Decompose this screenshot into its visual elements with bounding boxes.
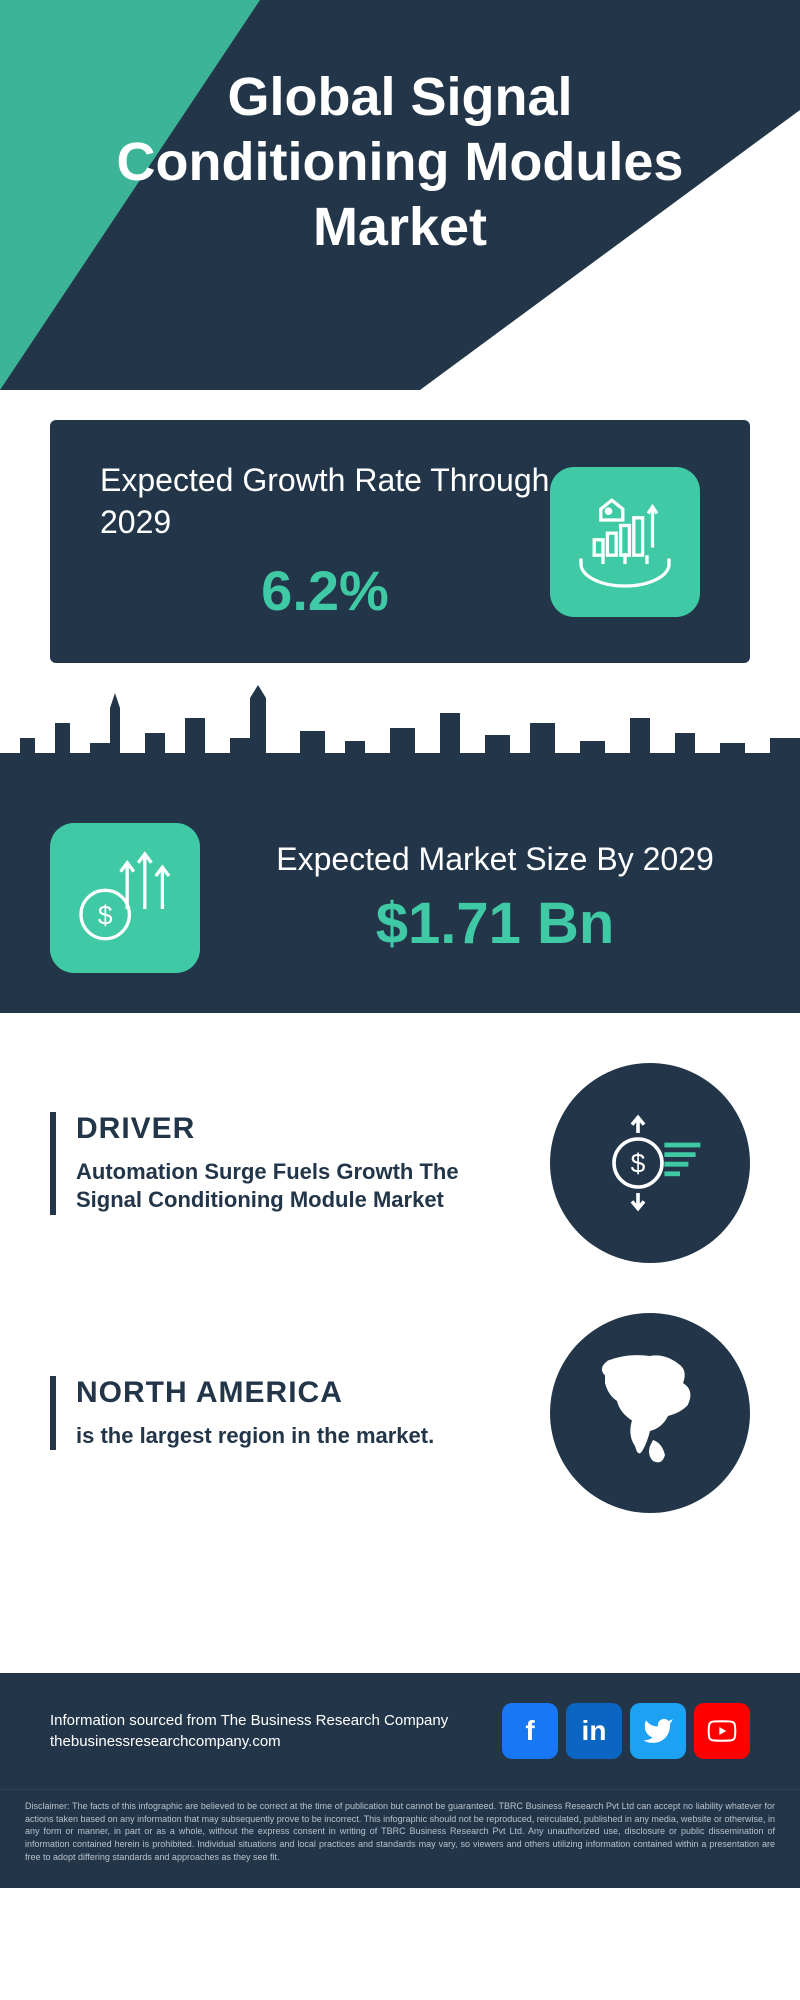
- footer-section: Information sourced from The Business Re…: [0, 1673, 800, 1789]
- region-text-block: NORTH AMERICA is the largest region in t…: [50, 1376, 520, 1451]
- market-label: Expected Market Size By 2029: [240, 839, 750, 881]
- region-row: NORTH AMERICA is the largest region in t…: [50, 1313, 750, 1513]
- region-circle-icon: [550, 1313, 750, 1513]
- youtube-icon[interactable]: [694, 1703, 750, 1759]
- infographic-container: Global Signal Conditioning Modules Marke…: [0, 0, 800, 1888]
- skyline-silhouette: [0, 683, 800, 813]
- growth-card: Expected Growth Rate Through 2029 6.2%: [50, 420, 750, 663]
- growth-label: Expected Growth Rate Through 2029: [100, 460, 550, 543]
- footer-source-line: Information sourced from The Business Re…: [50, 1710, 448, 1731]
- driver-row: DRIVER Automation Surge Fuels Growth The…: [50, 1063, 750, 1263]
- svg-text:$: $: [631, 1149, 646, 1179]
- region-heading: NORTH AMERICA: [76, 1376, 520, 1410]
- skyline-section: [0, 663, 800, 818]
- growth-value: 6.2%: [100, 558, 550, 623]
- growth-chart-icon: [550, 467, 700, 617]
- market-value: $1.71 Bn: [240, 890, 750, 957]
- facebook-icon[interactable]: f: [502, 1703, 558, 1759]
- footer-text-block: Information sourced from The Business Re…: [50, 1710, 448, 1752]
- driver-body: Automation Surge Fuels Growth The Signal…: [76, 1158, 520, 1215]
- info-section: DRIVER Automation Surge Fuels Growth The…: [0, 1013, 800, 1613]
- growth-section: Expected Growth Rate Through 2029 6.2%: [0, 390, 800, 663]
- driver-heading: DRIVER: [76, 1112, 520, 1146]
- svg-text:$: $: [98, 901, 113, 931]
- driver-circle-icon: $: [550, 1063, 750, 1263]
- market-size-section: $ Expected Market Size By 2029 $1.71 Bn: [0, 813, 800, 1013]
- market-size-card: $ Expected Market Size By 2029 $1.71 Bn: [50, 813, 750, 973]
- region-body: is the largest region in the market.: [76, 1422, 520, 1451]
- twitter-icon[interactable]: [630, 1703, 686, 1759]
- linkedin-icon[interactable]: in: [566, 1703, 622, 1759]
- driver-text-block: DRIVER Automation Surge Fuels Growth The…: [50, 1112, 520, 1215]
- growth-text-block: Expected Growth Rate Through 2029 6.2%: [100, 460, 550, 623]
- disclaimer-text: Disclaimer: The facts of this infographi…: [0, 1789, 800, 1888]
- market-arrow-icon: $: [50, 823, 200, 973]
- market-text-block: Expected Market Size By 2029 $1.71 Bn: [240, 839, 750, 958]
- social-icons-row: f in: [502, 1703, 750, 1759]
- footer-url-line: thebusinessresearchcompany.com: [50, 1731, 448, 1752]
- main-title: Global Signal Conditioning Modules Marke…: [60, 65, 740, 259]
- header-section: Global Signal Conditioning Modules Marke…: [0, 0, 800, 390]
